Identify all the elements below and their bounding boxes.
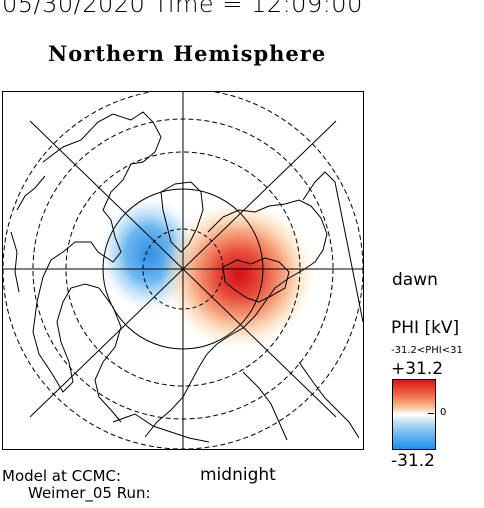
label-midnight: midnight (200, 465, 276, 485)
model-label: Model at CCMC: (2, 467, 122, 485)
colorbar-zero-label: 0 (440, 407, 447, 418)
meridian-diagonal-2 (29, 120, 337, 418)
coastlines (10, 111, 363, 443)
colorbar-zero-tick (428, 413, 434, 414)
polar-map-svg (3, 92, 363, 449)
polar-map (2, 91, 364, 450)
header-datetime: 05/30/2020 Time = 12:09:00 (2, 0, 363, 18)
legend-range: -31.2<PHI<31 (391, 345, 463, 356)
colorbar (392, 379, 436, 450)
map-title: Northern Hemisphere (48, 41, 327, 66)
legend-min-value: -31.2 (391, 451, 435, 471)
label-dawn: dawn (392, 270, 438, 290)
legend-max-value: +31.2 (391, 359, 444, 379)
positive-potential-cell (161, 199, 317, 351)
run-label: Weimer_05 Run: (28, 484, 151, 502)
legend-title: PHI [kV] (391, 318, 460, 338)
